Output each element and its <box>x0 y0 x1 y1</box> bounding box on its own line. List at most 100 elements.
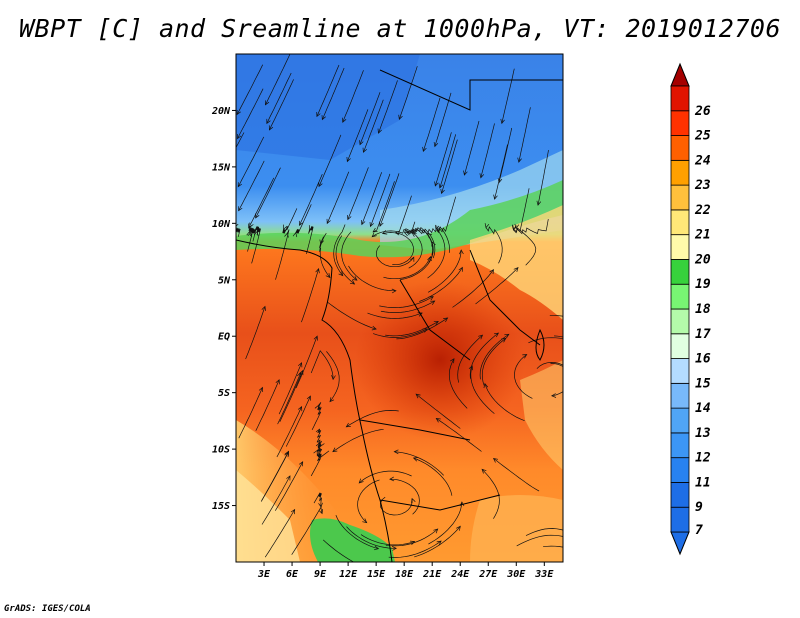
streamline <box>378 80 398 134</box>
colorbar-segment <box>670 407 690 434</box>
streamline <box>236 132 245 149</box>
streamline-arrow <box>313 449 318 455</box>
streamline <box>501 68 515 124</box>
streamline-arrow <box>362 518 368 524</box>
streamline <box>347 167 369 220</box>
streamline-arrow <box>551 393 557 398</box>
colorbar-segment <box>670 135 690 161</box>
streamline-arrow <box>326 218 331 225</box>
streamline <box>481 338 507 386</box>
streamline-arrow <box>313 335 318 341</box>
colorbar-label: 14 <box>695 401 711 416</box>
streamline-arrow <box>566 535 571 539</box>
colorbar-label: 15 <box>695 376 711 391</box>
streamline-arrow <box>297 362 303 368</box>
streamline-arrow <box>358 478 364 484</box>
streamline <box>291 506 322 555</box>
colorbar-label: 22 <box>694 203 711 218</box>
lon-tick-label: 30E <box>506 569 526 580</box>
streamline <box>255 379 280 431</box>
streamline <box>396 317 448 340</box>
map-title: WBPT [C] and Sreamline at 1000hPa, VT: 2… <box>18 14 781 43</box>
streamline <box>279 370 304 422</box>
streamline <box>245 306 266 360</box>
streamline-arrow <box>345 422 351 428</box>
streamline <box>335 235 355 285</box>
streamline-arrow <box>389 476 395 482</box>
streamline-arrow <box>422 146 427 153</box>
streamline-arrow <box>435 417 441 423</box>
streamline <box>434 132 452 187</box>
streamline-arrow <box>218 177 222 182</box>
streamline <box>276 406 302 458</box>
streamline-arrow <box>349 279 356 285</box>
colorbar-segment <box>670 457 690 483</box>
lat-tick-label: 5S <box>218 388 230 399</box>
streamline-arrow <box>284 450 289 456</box>
streamline-arrow <box>513 267 519 272</box>
streamline-arrow <box>428 296 434 301</box>
streamline <box>372 328 428 338</box>
lat-tick-label: EQ <box>218 332 230 343</box>
streamline-arrow <box>492 458 499 463</box>
streamline <box>318 134 342 187</box>
streamline-arrow <box>391 546 397 551</box>
streamline-arrow <box>338 271 344 277</box>
streamline-arrow <box>377 128 382 134</box>
streamline-arrow <box>246 230 251 237</box>
colorbar: 7 9 11 12 13 14 15 16 17 18 19 20 21 22 23 24 25 26 <box>670 62 711 556</box>
streamline <box>385 321 439 337</box>
streamline-arrow <box>369 221 374 228</box>
streamline-arrow <box>266 118 271 125</box>
colorbar-segment <box>670 283 690 310</box>
colorbar-label: 25 <box>694 129 711 144</box>
streamline <box>475 267 519 305</box>
streamline <box>326 351 340 402</box>
streamline-arrow <box>346 156 351 163</box>
streamline <box>260 452 289 502</box>
streamline-arrow <box>290 508 296 515</box>
streamline <box>236 64 264 115</box>
streamline-arrow <box>315 428 320 434</box>
streamline <box>255 167 281 219</box>
streamline <box>265 54 291 105</box>
colorbar-label: 18 <box>695 302 711 317</box>
streamline <box>361 172 383 225</box>
streamline-arrow <box>410 540 416 546</box>
streamline-arrow <box>391 288 397 294</box>
streamline <box>394 451 444 476</box>
colorbar-segment <box>670 432 690 459</box>
streamline <box>261 475 291 525</box>
streamline-arrow <box>268 125 274 131</box>
streamline <box>295 335 318 389</box>
streamline <box>363 99 384 153</box>
colorbar-label: 9 <box>695 500 703 515</box>
streamline-arrow <box>430 300 436 305</box>
streamline-arrow <box>443 317 449 323</box>
streamline <box>251 227 261 264</box>
streamline-arrow <box>331 374 336 381</box>
streamline-arrow <box>497 178 503 184</box>
streamline-arrow <box>316 111 321 118</box>
streamline-arrow <box>298 220 304 226</box>
streamline <box>360 534 415 546</box>
colorbar-segment <box>670 333 690 359</box>
streamline-arrow <box>415 393 421 399</box>
streamline-arrow <box>493 194 498 200</box>
streamline <box>310 350 334 380</box>
colorbar-segment <box>670 209 690 236</box>
streamline <box>413 457 453 496</box>
streamline <box>537 150 549 206</box>
colorbar-segment <box>670 506 690 533</box>
streamline-arrow <box>297 405 303 412</box>
streamline <box>282 208 298 234</box>
streamline-arrow <box>522 354 528 359</box>
streamline <box>513 227 537 266</box>
streamline-arrow <box>500 118 505 125</box>
streamline-arrow <box>321 115 326 121</box>
streamline-arrow <box>236 109 241 116</box>
streamline-arrow <box>405 231 411 236</box>
streamline <box>448 358 468 409</box>
lon-tick-label: 15E <box>367 569 386 580</box>
